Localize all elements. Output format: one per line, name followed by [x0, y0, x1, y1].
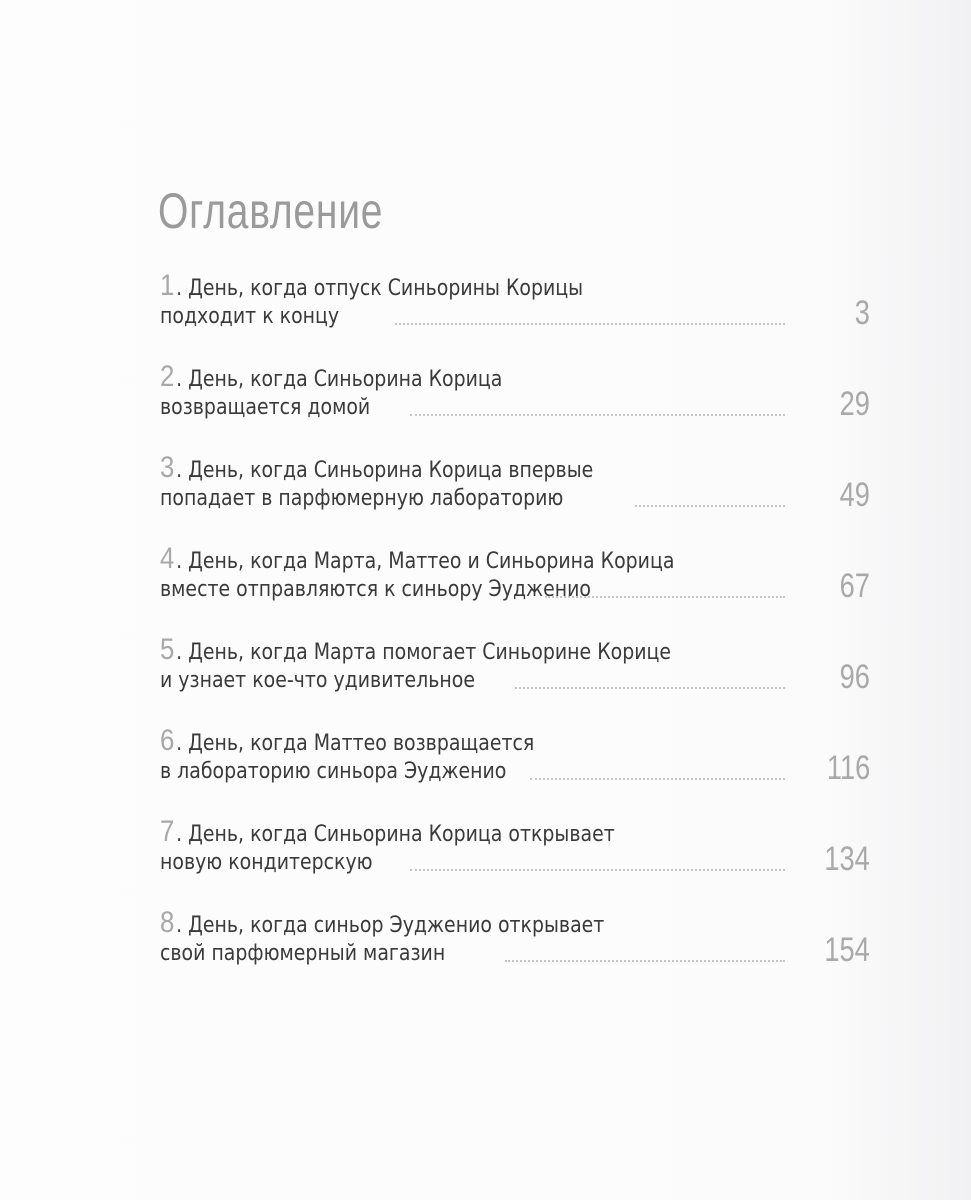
- chapter-title-line-1: . День, когда Марта, Маттео и Синьорина …: [176, 549, 675, 574]
- entry-line-1: 5. День, когда Марта помогает Синьорине …: [160, 633, 671, 667]
- entry-line-1: 8. День, когда синьор Эудженио открывает: [160, 906, 604, 940]
- toc-entry[interactable]: 4. День, когда Марта, Маттео и Синьорина…: [160, 537, 870, 628]
- toc-entry[interactable]: 5. День, когда Марта помогает Синьорине …: [160, 628, 870, 719]
- entry-line-1: 7. День, когда Синьорина Корица открывае…: [160, 815, 615, 849]
- entry-line-1: 6. День, когда Маттео возвращается: [160, 724, 534, 758]
- chapter-title-line-1: . День, когда Марта помогает Синьорине К…: [176, 640, 672, 665]
- toc-entry[interactable]: 1. День, когда отпуск Синьорины Корицы п…: [160, 264, 870, 355]
- dot-leader: [635, 501, 785, 507]
- chapter-number: 5: [160, 633, 175, 666]
- toc-entry[interactable]: 7. День, когда Синьорина Корица открывае…: [160, 810, 870, 901]
- page-number: 3: [854, 294, 870, 332]
- chapter-number: 7: [160, 815, 175, 848]
- chapter-title-line-1: . День, когда Синьорина Корица впервые: [176, 458, 594, 483]
- toc-entry[interactable]: 6. День, когда Маттео возвращается в лаб…: [160, 719, 870, 810]
- chapter-title-line-2: вместе отправляются к синьору Эудженио: [160, 577, 591, 602]
- toc-entry[interactable]: 3. День, когда Синьорина Корица впервые …: [160, 446, 870, 537]
- dot-leader: [530, 774, 785, 780]
- chapter-number: 4: [160, 542, 175, 575]
- page-number: 29: [839, 385, 870, 423]
- toc-entry[interactable]: 8. День, когда синьор Эудженио открывает…: [160, 901, 870, 992]
- dot-leader: [410, 410, 785, 416]
- chapter-title-line-2: и узнает кое-что удивительное: [160, 668, 475, 693]
- chapter-title-line-1: . День, когда Синьорина Корица: [176, 367, 503, 392]
- chapter-title-line-2: новую кондитерскую: [160, 850, 373, 875]
- chapter-title-line-1: . День, когда отпуск Синьорины Корицы: [176, 276, 584, 301]
- page-number: 134: [824, 840, 870, 878]
- dot-leader: [410, 865, 785, 871]
- chapter-title-line-2: возвращается домой: [160, 395, 371, 420]
- entry-line-1: 1. День, когда отпуск Синьорины Корицы: [160, 269, 583, 303]
- entry-line-1: 2. День, когда Синьорина Корица: [160, 360, 502, 394]
- entry-line-1: 3. День, когда Синьорина Корица впервые: [160, 451, 593, 485]
- chapter-title-line-1: . День, когда синьор Эудженио открывает: [176, 913, 605, 938]
- chapter-number: 6: [160, 724, 175, 757]
- page-number: 96: [839, 658, 870, 696]
- chapter-title-line-2: попадает в парфюмерную лабораторию: [160, 486, 564, 511]
- chapter-title-line-2: свой парфюмерный магазин: [160, 941, 446, 966]
- entry-line-1: 4. День, когда Марта, Маттео и Синьорина…: [160, 542, 674, 576]
- chapter-number: 1: [160, 269, 175, 302]
- toc-entry[interactable]: 2. День, когда Синьорина Корица возвраща…: [160, 355, 870, 446]
- dot-leader: [545, 592, 785, 598]
- chapter-title-line-1: . День, когда Синьорина Корица открывает: [176, 822, 615, 847]
- chapter-title-line-2: подходит к концу: [160, 304, 340, 329]
- dot-leader: [395, 319, 785, 325]
- page-number: 67: [839, 567, 870, 605]
- page-number: 116: [826, 749, 870, 787]
- dot-leader: [515, 683, 785, 689]
- table-of-contents: 1. День, когда отпуск Синьорины Корицы п…: [160, 264, 870, 992]
- chapter-title-line-1: . День, когда Маттео возвращается: [176, 731, 535, 756]
- page-title: Оглавление: [158, 183, 384, 239]
- chapter-number: 8: [160, 906, 175, 939]
- dot-leader: [505, 956, 785, 962]
- chapter-title-line-2: в лабораторию синьора Эудженио: [160, 759, 507, 784]
- chapter-number: 2: [160, 360, 175, 393]
- page-number: 49: [839, 476, 870, 514]
- page-number: 154: [824, 931, 870, 969]
- chapter-number: 3: [160, 451, 175, 484]
